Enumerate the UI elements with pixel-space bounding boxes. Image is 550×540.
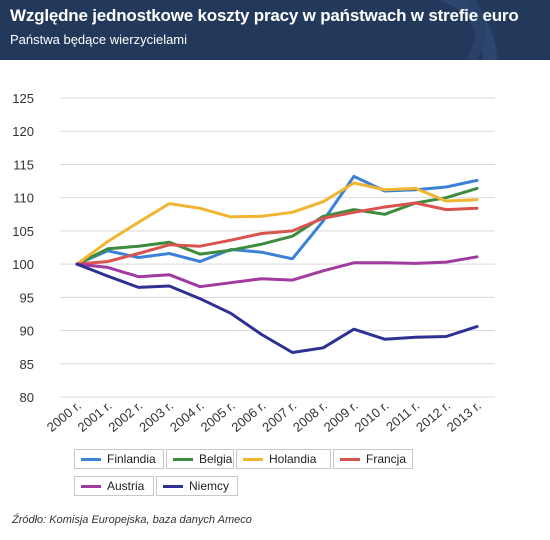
series-line-francja (75, 201, 479, 266)
x-tick-label: 2005 r. (198, 398, 238, 435)
legend-label: Austria (107, 479, 145, 493)
x-tick-label: 2010 r. (352, 398, 392, 435)
legend-swatch (163, 484, 183, 488)
line-chart: 80 85 90 95 100 105 110 115 120 125 2000 r. 2001 r.… (0, 60, 550, 510)
y-tick-label: 110 (13, 191, 34, 206)
y-tick-label: 115 (13, 157, 34, 172)
x-tick-label: 2002 r. (105, 398, 145, 435)
x-tick-label: 2000 r. (44, 398, 84, 435)
legend-item-francja: Francja (333, 449, 413, 469)
x-tick-label: 2001 r. (75, 398, 115, 435)
legend-swatch (340, 457, 360, 461)
y-tick-label: 120 (12, 124, 34, 139)
legend-item-austria: Austria (74, 476, 154, 496)
chart-header: Względne jednostkowe koszty pracy w pańs… (0, 0, 550, 60)
y-tick-label: 125 (12, 91, 34, 106)
legend-label: Belgia (199, 452, 233, 466)
legend-label: Niemcy (189, 479, 230, 493)
legend-swatch (81, 457, 101, 461)
x-tick-label: 2007 r. (259, 398, 299, 435)
legend-item-finlandia: Finlandia (74, 449, 164, 469)
series-line-niemcy (75, 262, 479, 354)
chart-title: Względne jednostkowe koszty pracy w pańs… (10, 6, 519, 25)
x-tick-label: 2013 r. (444, 398, 484, 435)
legend-swatch (243, 457, 263, 461)
chart-subtitle: Państwa będące wierzycielami (10, 32, 188, 47)
x-tick-label: 2009 r. (321, 398, 361, 435)
y-tick-label: 80 (20, 390, 34, 405)
legend-swatch (173, 457, 193, 461)
series-line-austria (75, 255, 479, 289)
legend-label: Francja (366, 452, 407, 466)
legend-swatch (81, 484, 101, 488)
x-tick-label: 2006 r. (228, 398, 268, 435)
x-tick-label: 2008 r. (290, 398, 330, 435)
decorative-swirl (439, 0, 497, 60)
legend-label: Finlandia (107, 452, 156, 466)
series-line-holandia (75, 181, 479, 266)
x-tick-label: 2004 r. (167, 398, 207, 435)
y-tick-label: 95 (20, 290, 34, 305)
y-tick-label: 85 (20, 357, 34, 372)
chart-canvas: 80 85 90 95 100 105 110 115 120 125 2000 r.2001 r.… (12, 91, 495, 435)
legend-item-niemcy: Niemcy (156, 476, 238, 496)
x-tick-label: 2003 r. (136, 398, 176, 435)
y-tick-label: 100 (12, 257, 34, 272)
x-tick-label: 2012 r. (413, 398, 453, 435)
y-tick-label: 90 (20, 324, 34, 339)
legend-label: Holandia (269, 452, 317, 466)
legend-item-belgia: Belgia (166, 449, 234, 469)
legend-item-holandia: Holandia (236, 449, 331, 469)
source-note: Źródło: Komisja Europejska, baza danych … (12, 514, 252, 526)
y-tick-label: 105 (12, 224, 34, 239)
